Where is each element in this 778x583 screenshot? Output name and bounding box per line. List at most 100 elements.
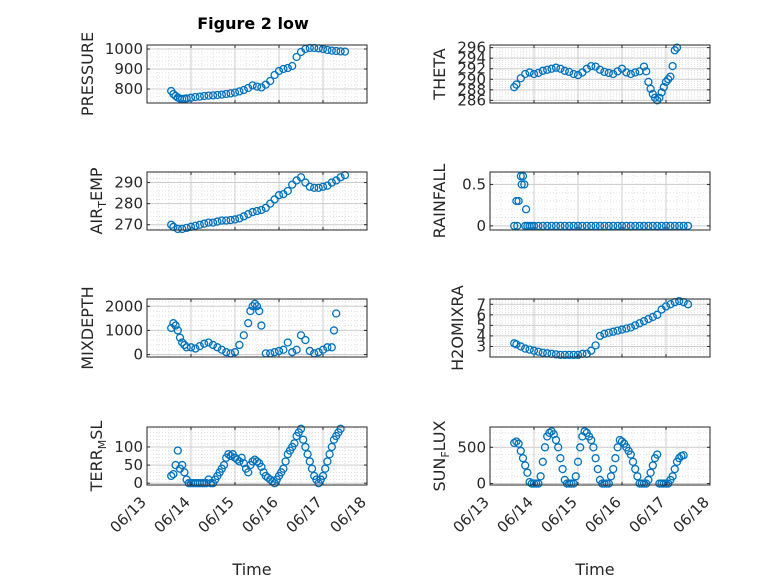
data-point: [257, 462, 266, 472]
y-axis-label-subscript: T: [96, 201, 109, 209]
data-point: [261, 203, 270, 213]
data-point: [191, 221, 200, 230]
data-point: [252, 457, 262, 466]
data-point: [540, 443, 550, 452]
data-point: [248, 302, 257, 311]
subplot-pressure: 800 900 1000 PRESSURE: [78, 32, 368, 116]
data-point: [551, 63, 561, 72]
data-point: [617, 325, 627, 334]
data-point: [609, 464, 618, 474]
data-point: [543, 65, 552, 74]
axes-box: [489, 44, 711, 104]
data-point: [244, 210, 253, 219]
data-point: [631, 68, 640, 77]
data-point: [600, 329, 609, 338]
data-point: [224, 450, 233, 459]
data-point: [646, 468, 655, 477]
data-point: [323, 343, 332, 352]
data-point: [664, 75, 673, 84]
data-point: [516, 342, 525, 351]
data-point: [644, 314, 653, 324]
data-point: [310, 183, 319, 192]
data-point: [281, 457, 290, 466]
data-point: [668, 472, 677, 481]
data-point: [513, 221, 522, 231]
y-axis-label: RAINFALL: [430, 164, 449, 239]
data-point: [580, 427, 589, 436]
data-point: [301, 442, 310, 452]
data-point: [248, 207, 257, 217]
data-point: [182, 94, 191, 103]
data-point: [175, 333, 185, 342]
data-point: [332, 309, 341, 318]
data-point: [226, 215, 235, 225]
data-point: [252, 82, 262, 91]
data-point: [589, 443, 598, 452]
data-point: [178, 338, 187, 347]
data-point: [670, 464, 679, 474]
data-point: [609, 327, 618, 336]
data-point: [288, 180, 297, 189]
data-point: [200, 91, 209, 101]
data-point: [270, 195, 279, 204]
data-point: [534, 479, 543, 488]
y-tick-label: 0: [476, 475, 486, 493]
data-point: [516, 446, 525, 456]
data-point: [534, 347, 543, 356]
data-point: [318, 182, 328, 191]
data-point: [538, 457, 547, 466]
data-point: [591, 341, 600, 350]
data-point: [279, 345, 288, 354]
data-point: [646, 84, 655, 93]
data-point: [644, 221, 653, 231]
data-point: [626, 69, 635, 79]
data-point: [296, 173, 306, 182]
data-point: [332, 46, 341, 56]
data-point: [617, 221, 627, 231]
data-point: [631, 321, 640, 330]
data-point: [635, 319, 644, 328]
data-point: [270, 348, 279, 357]
data-point: [226, 89, 235, 98]
data-point: [547, 64, 556, 73]
data-point: [521, 461, 530, 470]
data-point: [336, 424, 345, 433]
data-point: [171, 91, 180, 101]
figure-title: Figure 2 low: [197, 14, 309, 33]
data-point: [250, 299, 259, 308]
data-point: [635, 221, 644, 231]
data-point: [538, 348, 547, 357]
data-point: [318, 471, 328, 481]
y-tick-label: 288: [457, 81, 486, 99]
data-point: [314, 348, 323, 357]
data-point: [569, 221, 578, 231]
data-point: [556, 64, 565, 73]
data-point: [657, 221, 666, 231]
data-point: [318, 345, 328, 354]
data-point: [648, 312, 657, 322]
data-point: [613, 326, 622, 335]
data-point: [613, 67, 622, 76]
data-point: [178, 460, 187, 470]
data-point: [529, 221, 539, 231]
y-axis-label-main: TERR: [87, 449, 106, 492]
data-point: [551, 435, 561, 445]
data-point: [551, 350, 561, 359]
data-point: [668, 61, 677, 71]
data-point: [191, 344, 200, 353]
data-point: [565, 67, 574, 77]
y-tick-label: 1000: [105, 40, 143, 58]
data-point: [551, 221, 561, 231]
data-point: [661, 77, 671, 87]
y-tick-label: 290: [457, 70, 486, 88]
data-point: [180, 468, 189, 477]
data-point: [538, 221, 547, 231]
y-tick-label: 2000: [105, 297, 143, 315]
y-tick-label: 290: [114, 174, 143, 192]
data-point: [340, 47, 350, 56]
data-point: [186, 343, 196, 352]
y-axis-label-main: RAINFALL: [430, 164, 449, 239]
data-point: [336, 173, 345, 182]
